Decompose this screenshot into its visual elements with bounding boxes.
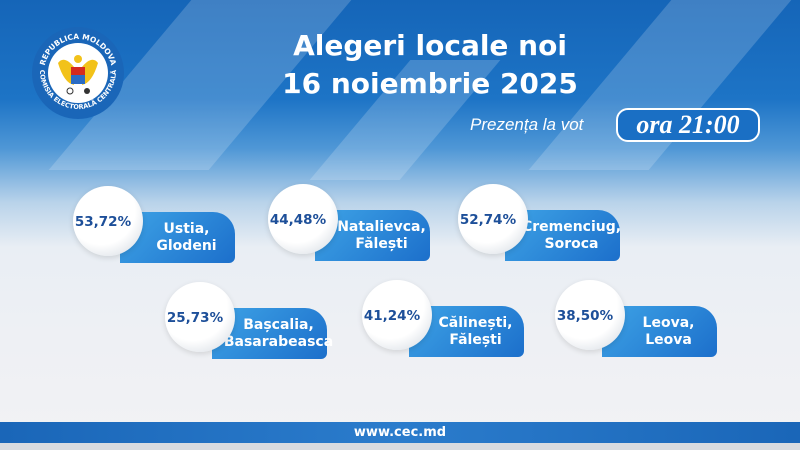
turnout-percent: 25,73% <box>166 310 224 326</box>
percent-circle <box>555 280 625 350</box>
turnout-percent: 38,50% <box>556 308 614 324</box>
turnout-percent: 53,72% <box>74 214 132 230</box>
locality-label: Cremenciug, Soroca <box>505 210 621 261</box>
turnout-label: Prezența la vot <box>470 115 584 134</box>
title-line-1: Alegeri locale noi <box>293 29 567 62</box>
percent-circle <box>165 282 235 352</box>
eagle-wing-icon <box>82 59 98 85</box>
cec-logo: REPUBLICA MOLDOVA COMISIA ELECTORALĂ CEN… <box>32 27 124 119</box>
footer-strip <box>0 443 800 450</box>
title-line-2: 16 noiembrie 2025 <box>282 67 578 100</box>
turnout-percent: 52,74% <box>459 212 517 228</box>
percent-circle <box>458 184 528 254</box>
time-badge: ora 21:00 <box>616 108 760 142</box>
percent-circle <box>362 280 432 350</box>
percent-circle <box>268 184 338 254</box>
turnout-percent: 44,48% <box>269 212 327 228</box>
footer-url[interactable]: www.cec.md <box>0 422 800 443</box>
eagle-wing-icon <box>58 59 74 85</box>
percent-circle <box>73 186 143 256</box>
turnout-percent: 41,24% <box>363 308 421 324</box>
